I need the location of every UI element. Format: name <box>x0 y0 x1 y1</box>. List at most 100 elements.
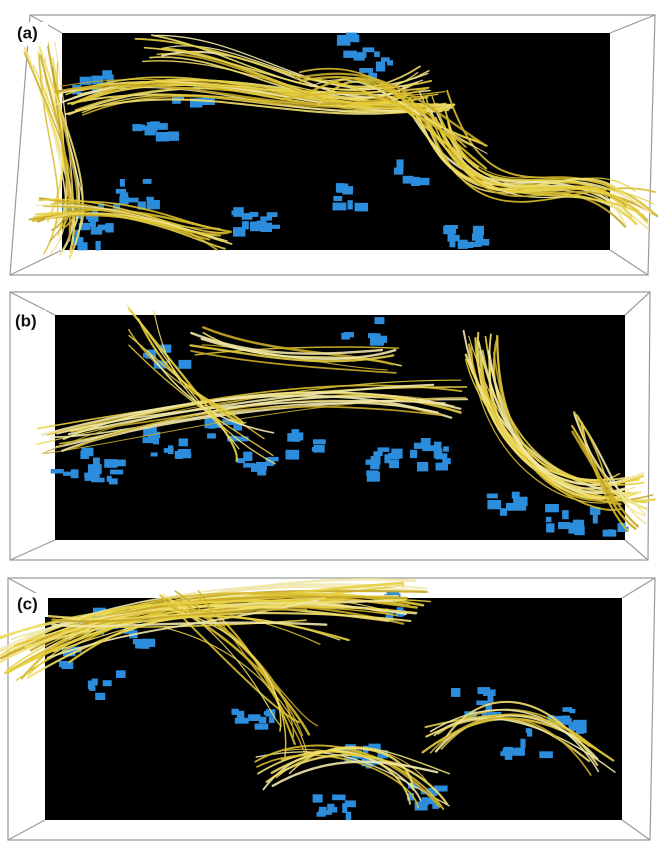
blue-patch <box>487 500 501 509</box>
blue-patch <box>233 227 245 237</box>
blue-patch <box>147 200 160 209</box>
blue-patch <box>153 438 159 445</box>
blue-patch <box>337 35 348 39</box>
box-edge <box>10 250 62 275</box>
blue-patch <box>140 645 150 649</box>
blue-patch <box>417 462 428 471</box>
blue-patch <box>562 510 569 519</box>
blue-patch <box>488 696 494 703</box>
blue-patch <box>91 478 105 483</box>
blue-patch <box>327 804 334 812</box>
blue-patch <box>261 223 273 232</box>
blue-patch <box>434 448 443 458</box>
blue-patch <box>574 526 584 535</box>
blue-patch <box>146 197 154 201</box>
blue-patch <box>342 186 353 194</box>
blue-patch <box>257 467 266 476</box>
blue-patch <box>348 200 353 209</box>
box-edge <box>10 540 55 560</box>
blue-patch <box>314 445 325 453</box>
blue-patch <box>514 503 527 511</box>
blue-patch <box>51 469 64 474</box>
blue-patch <box>520 739 525 748</box>
blue-patch <box>119 196 128 204</box>
blue-patch <box>445 225 458 229</box>
blue-patch <box>155 123 168 130</box>
blue-patch <box>375 317 385 324</box>
blue-patch <box>341 333 350 340</box>
blue-patch <box>84 473 96 478</box>
blue-patch <box>151 452 158 456</box>
blue-patch <box>394 168 404 175</box>
blue-patch <box>62 662 74 670</box>
blue-patch <box>443 446 449 451</box>
blue-patch <box>237 711 244 719</box>
blue-patch <box>506 503 514 511</box>
blue-patch <box>260 216 272 220</box>
blue-patch <box>503 749 511 754</box>
blue-patch <box>370 337 384 346</box>
blue-patch <box>333 196 342 201</box>
blue-patch <box>136 642 142 647</box>
blue-patch <box>363 47 375 52</box>
blue-patch <box>143 179 152 184</box>
blue-patch <box>165 134 176 141</box>
blue-patch <box>451 688 460 697</box>
blue-patch <box>545 504 559 512</box>
blue-patch <box>359 68 373 73</box>
blue-patch <box>292 429 300 434</box>
blue-patch <box>145 128 153 135</box>
blue-patch <box>255 724 269 730</box>
blue-patch <box>102 70 112 80</box>
blue-patch <box>103 680 112 686</box>
blue-patch <box>91 227 102 235</box>
blue-patch <box>410 450 417 458</box>
blue-patch <box>487 494 498 499</box>
blue-patch <box>81 448 93 457</box>
blue-patch <box>578 725 587 733</box>
blue-patch <box>397 159 404 169</box>
figure: (a) (b) (c) <box>0 0 658 843</box>
panel-label: (b) <box>15 311 37 330</box>
blue-patch <box>376 62 385 72</box>
blue-patch <box>243 452 252 461</box>
blue-patch <box>391 449 402 459</box>
blue-patch <box>292 435 300 442</box>
blue-patch <box>313 439 326 444</box>
blue-patch <box>342 803 347 813</box>
blue-patch <box>422 438 431 447</box>
blue-patch <box>80 77 91 85</box>
blue-patch <box>346 812 352 820</box>
blue-patch <box>403 176 414 184</box>
blue-patch <box>354 35 359 43</box>
blue-patch <box>168 445 174 454</box>
blue-patch <box>89 687 95 691</box>
blue-patch <box>248 714 261 721</box>
blue-patch <box>313 794 323 802</box>
panel: (c) <box>0 578 655 840</box>
panel: (a) <box>10 15 658 275</box>
blue-patch <box>116 670 126 678</box>
panel: (b) <box>10 292 655 560</box>
blue-patch <box>378 447 390 452</box>
box-edge <box>610 15 655 33</box>
blue-patch <box>319 807 327 813</box>
blue-patch <box>104 459 117 468</box>
blue-patch <box>373 451 382 456</box>
blue-patch <box>179 453 191 458</box>
panel-label: (a) <box>17 23 38 42</box>
blue-patch <box>564 718 572 725</box>
blue-patch <box>563 707 573 712</box>
blue-patch <box>387 60 393 65</box>
blue-patch <box>448 232 455 241</box>
blue-patch <box>109 478 118 484</box>
box-edge <box>625 540 648 560</box>
box-edge <box>610 250 648 275</box>
blue-patch <box>110 470 123 475</box>
blue-patch <box>558 522 570 529</box>
page: {"panels": [{"label": "(a)"}, {"label": … <box>0 0 658 843</box>
blue-patch <box>512 492 520 499</box>
blue-patch <box>573 720 587 725</box>
blue-patch <box>546 517 552 522</box>
blue-patch <box>116 189 126 194</box>
